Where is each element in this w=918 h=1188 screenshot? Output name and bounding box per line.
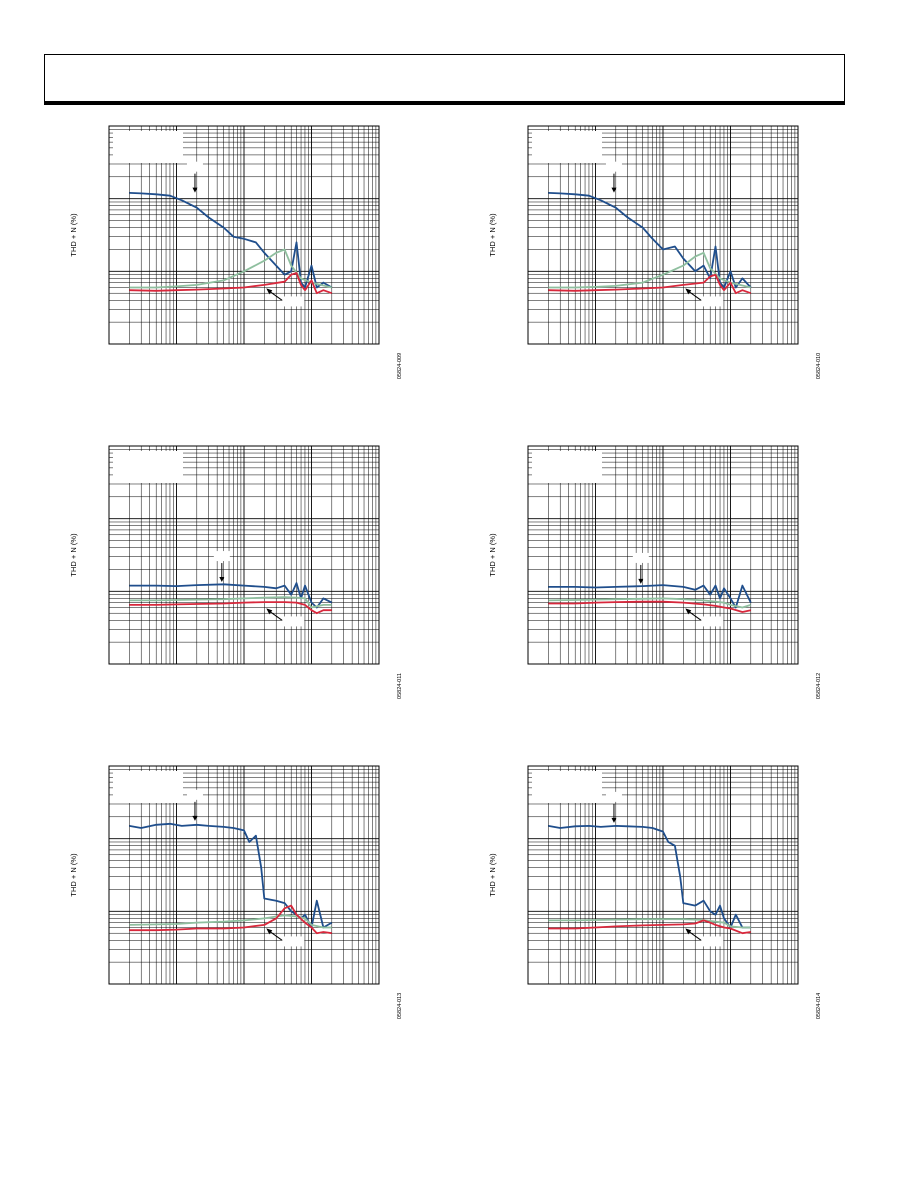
legend-box (532, 771, 602, 803)
annotation-arrowhead (219, 577, 225, 583)
figure-id: 05824-014 (816, 993, 822, 1019)
annotation-label-box (213, 551, 230, 562)
plot-frame (108, 765, 380, 985)
y-axis-label: THD + N (%) (69, 853, 78, 897)
chart-svg-4: THD + N (%) 05824-012 (488, 445, 822, 699)
series-line-3 (548, 600, 751, 613)
annotation-arrowhead (192, 187, 198, 193)
chart-panel-1: THD + N (%) 05824-009 (64, 118, 484, 408)
legend-box (113, 131, 183, 163)
series-line-2 (548, 597, 752, 609)
series-line-3 (129, 904, 332, 935)
series-line-2 (548, 251, 752, 289)
annotation-label-box (605, 161, 622, 172)
annotation-label-box (282, 936, 305, 947)
annotation-arrowhead (266, 288, 273, 295)
annotation-label-box (632, 552, 649, 563)
annotation-label-box (701, 296, 724, 307)
annotation-arrowhead (266, 928, 273, 935)
y-axis-label: THD + N (%) (69, 533, 78, 577)
annotation-arrowhead (685, 928, 692, 935)
plot-frame (108, 125, 380, 345)
chart-panel-3: THD + N (%) 05824-011 (64, 438, 484, 728)
y-axis-label: THD + N (%) (488, 853, 497, 897)
plot-frame (527, 125, 799, 345)
annotation-label-box (186, 789, 203, 800)
annotation-arrowhead (192, 815, 198, 821)
chart-svg-1: THD + N (%) 05824-009 (69, 125, 403, 379)
figure-id: 05824-010 (816, 353, 822, 379)
annotation-label-box (701, 616, 724, 627)
series-line-2 (548, 918, 751, 929)
legend-box (532, 451, 602, 483)
y-axis-label: THD + N (%) (488, 213, 497, 257)
annotation-label-box (282, 296, 305, 307)
series-line-2 (129, 248, 333, 289)
chart-svg-2: THD + N (%) 05824-010 (488, 125, 822, 379)
plot-frame (108, 445, 380, 665)
page-header-box (44, 54, 845, 102)
series-line-3 (548, 273, 752, 295)
legend-box (532, 131, 602, 163)
chart-svg-3: THD + N (%) 05824-011 (69, 445, 403, 699)
annotation-label-box (282, 616, 305, 627)
series-line-1 (129, 582, 333, 609)
annotation-label-box (701, 936, 724, 947)
chart-svg-6: THD + N (%) 05824-014 (488, 765, 822, 1019)
series-line-1 (129, 822, 333, 929)
chart-panel-6: THD + N (%) 05824-014 (483, 758, 903, 1048)
series-line-3 (129, 601, 332, 615)
annotation-arrowhead (685, 608, 692, 615)
legend-box (113, 451, 183, 483)
annotation-arrowhead (685, 288, 692, 295)
figure-id: 05824-009 (397, 353, 403, 379)
annotation-label-box (186, 161, 203, 172)
series-line-1 (548, 825, 751, 929)
annotation-arrowhead (611, 187, 617, 193)
chart-panel-5: THD + N (%) 05824-013 (64, 758, 484, 1048)
plot-frame (527, 765, 799, 985)
chart-svg-5: THD + N (%) 05824-013 (69, 765, 403, 1019)
annotation-arrowhead (611, 817, 617, 823)
series-line-3 (129, 272, 333, 295)
figure-id: 05824-012 (816, 673, 822, 699)
series-line-3 (548, 919, 751, 935)
legend-box (113, 771, 183, 803)
chart-panel-2: THD + N (%) 05824-010 (483, 118, 903, 408)
chart-panel-4: THD + N (%) 05824-012 (483, 438, 903, 728)
series-line-1 (129, 192, 333, 289)
series-line-1 (548, 584, 752, 609)
series-line-1 (548, 192, 752, 289)
y-axis-label: THD + N (%) (69, 213, 78, 257)
figure-id: 05824-011 (397, 673, 403, 699)
figure-id: 05824-013 (397, 993, 403, 1019)
annotation-label-box (605, 791, 622, 802)
plot-frame (527, 445, 799, 665)
series-line-2 (129, 914, 332, 929)
y-axis-label: THD + N (%) (488, 533, 497, 577)
annotation-arrowhead (266, 608, 273, 615)
annotation-arrowhead (638, 578, 644, 584)
header-rule (44, 102, 845, 105)
series-line-2 (129, 596, 332, 609)
